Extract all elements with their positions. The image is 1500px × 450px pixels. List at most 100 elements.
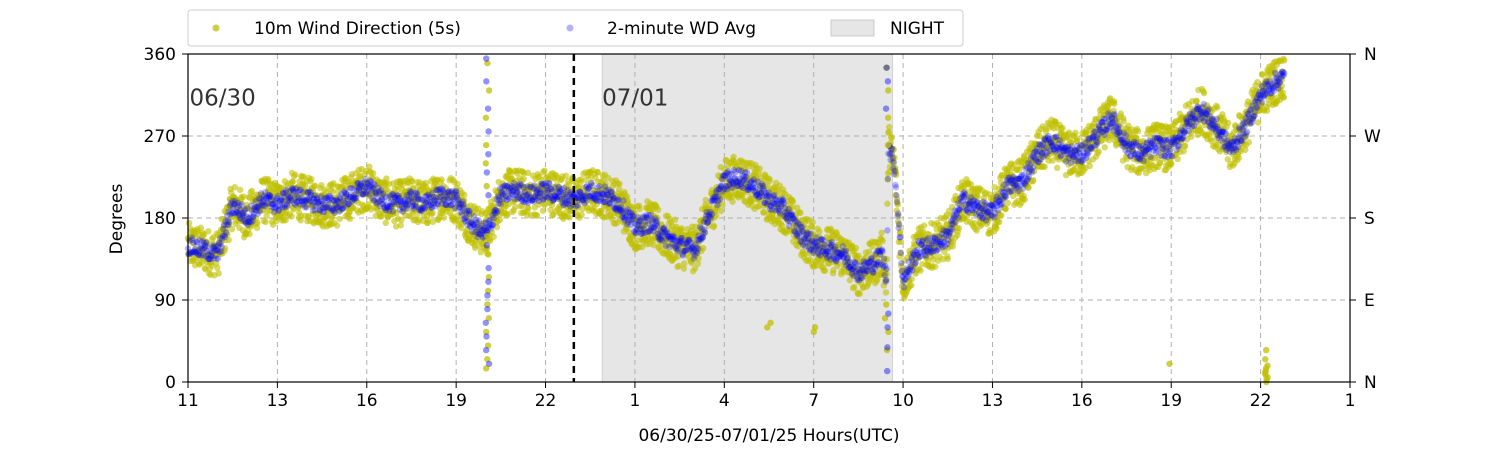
wind-5s-point — [365, 201, 372, 208]
wind-5s-point — [464, 226, 471, 234]
wind-5s-point — [524, 169, 532, 177]
wd-avg-point — [1200, 100, 1207, 108]
wind-5s-point — [454, 180, 461, 188]
wind-5s-point — [262, 218, 269, 226]
wind-5s-point — [1181, 142, 1189, 149]
wind-5s-point — [185, 219, 193, 227]
wind-5s-point — [1120, 118, 1127, 125]
wd-avg-point — [701, 229, 709, 236]
wd-avg-point — [494, 208, 501, 215]
wind-5s-point — [440, 214, 448, 221]
wd-avg-point — [893, 198, 901, 206]
wd-avg-point — [892, 184, 900, 191]
wind-5s-point — [1193, 97, 1200, 105]
wind-5s-point — [1214, 104, 1221, 111]
wind-5s-point — [920, 222, 928, 229]
wind-5s-point — [681, 260, 688, 267]
wind-5s-point — [393, 209, 400, 217]
wd-avg-point — [678, 234, 686, 242]
wind-5s-point — [321, 194, 329, 201]
wd-avg-point — [1094, 139, 1101, 146]
wind-5s-point — [584, 191, 591, 199]
wind-5s-point — [565, 181, 572, 188]
wind-5s-point — [205, 228, 212, 235]
wind-5s-point — [1280, 94, 1288, 101]
wind-5s-point — [429, 218, 437, 226]
wd-avg-point — [893, 192, 900, 199]
wind-5s-point — [311, 182, 319, 189]
wind-5s-point — [496, 216, 503, 224]
wind-5s-point — [555, 183, 563, 191]
wd-avg-point — [1147, 153, 1154, 160]
wind-5s-point — [766, 177, 773, 185]
wind-5s-point — [459, 220, 466, 227]
wd-avg-point — [389, 208, 397, 215]
wind-5s-point — [460, 197, 468, 204]
wd-avg-point — [1122, 132, 1130, 139]
wind-5s-point — [396, 201, 403, 208]
wind-5s-point — [993, 225, 1000, 232]
wind-5s-point — [577, 176, 585, 183]
wind-5s-point — [888, 134, 895, 142]
wd-avg-point — [222, 229, 230, 236]
wind-5s-point — [856, 290, 864, 297]
wd-avg-point — [214, 255, 222, 262]
wd-avg-point — [832, 243, 839, 250]
wind-5s-point — [288, 213, 295, 220]
wd-avg-point — [1140, 157, 1147, 165]
wind-5s-point — [615, 186, 623, 193]
wind-5s-point — [1053, 164, 1061, 172]
wind-5s-point — [1245, 139, 1253, 146]
wind-5s-point — [254, 219, 261, 227]
wind-5s-point — [318, 181, 325, 189]
wind-5s-point — [333, 222, 341, 229]
wind-5s-point — [346, 215, 354, 223]
wind-5s-point — [329, 188, 336, 195]
wind-5s-point — [316, 210, 324, 217]
wind-5s-point — [852, 244, 860, 252]
wind-5s-point — [1072, 129, 1079, 136]
wind-5s-point — [308, 175, 315, 183]
wind-5s-point — [438, 176, 445, 183]
wind-5s-point — [671, 216, 679, 223]
wind-5s-point — [1235, 154, 1243, 161]
wind-5s-point — [629, 234, 637, 241]
wind-5s-point — [231, 184, 239, 191]
wind-5s-point — [511, 203, 519, 211]
wd-avg-point — [708, 210, 716, 218]
wind-5s-point — [882, 289, 890, 296]
wind-5s-point — [1074, 135, 1081, 142]
wd-avg-point — [716, 196, 724, 203]
wind-5s-point — [797, 209, 804, 217]
wd-avg-point — [880, 255, 888, 263]
wind-5s-point — [541, 167, 548, 174]
wind-5s-point — [1263, 107, 1271, 114]
series-wind-5s — [184, 55, 1288, 302]
wind-5s-point — [289, 178, 296, 185]
wind-5s-point — [253, 224, 261, 232]
wind-5s-point — [272, 199, 279, 206]
wind-5s-point — [865, 248, 873, 256]
wind-5s-point — [225, 221, 233, 228]
wind-5s-point — [223, 208, 230, 216]
wd-avg-point — [879, 248, 886, 255]
wd-avg-point — [884, 175, 892, 183]
wind-5s-point — [224, 231, 231, 238]
wind-5s-point — [520, 175, 527, 183]
wd-avg-point — [891, 167, 899, 175]
wind-5s-point — [287, 190, 294, 198]
wind-5s-point — [1095, 148, 1102, 155]
wd-avg-point — [1205, 105, 1212, 113]
wd-avg-point — [1112, 117, 1119, 124]
wind-5s-point — [631, 210, 638, 217]
wd-avg-point — [883, 265, 891, 273]
wind-5s-point — [424, 216, 432, 224]
wind-5s-point — [336, 215, 343, 223]
wd-avg-point — [256, 208, 264, 215]
wind-5s-point — [955, 225, 963, 232]
wind-5s-point — [490, 233, 497, 240]
wind-5s-point — [246, 230, 253, 238]
wind-5s-point — [189, 240, 197, 247]
wind-5s-point — [702, 196, 709, 204]
